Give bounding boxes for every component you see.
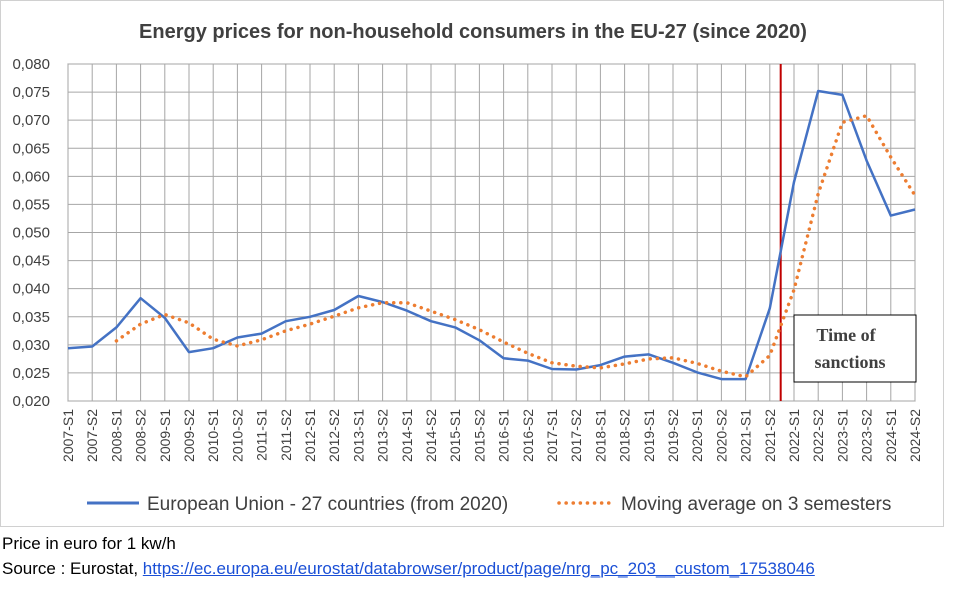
y-tick-label: 0,080 [12, 56, 50, 73]
y-axis-ticks: 0,020 0,025 0,030 0,035 0,040 0,045 0,050 0,055… [12, 56, 50, 410]
x-tick-label: 2008-S1 [108, 409, 124, 462]
x-tick-label: 2012-S2 [326, 409, 342, 462]
x-tick-label: 2014-S1 [399, 409, 415, 462]
x-tick-label: 2011-S2 [278, 409, 294, 461]
y-tick-label: 0,045 [12, 253, 50, 270]
x-tick-label: 2017-S2 [568, 409, 584, 462]
x-axis-ticks: 2007-S1 2007-S2 2008-S1 2008-S2 2009-S1 2009-… [60, 409, 923, 462]
annotation-line-1: Time of [816, 325, 876, 345]
x-tick-label: 2009-S1 [157, 409, 173, 462]
y-tick-label: 0,040 [12, 281, 50, 298]
x-tick-label: 2020-S1 [689, 409, 705, 462]
x-tick-label: 2010-S1 [205, 409, 221, 462]
source-prefix: Source : Eurostat, [2, 559, 143, 578]
x-tick-label: 2015-S2 [471, 409, 487, 462]
x-tick-label: 2018-S2 [617, 409, 633, 462]
x-tick-label: 2021-S1 [738, 409, 754, 462]
legend: European Union - 27 countries (from 2020… [87, 494, 891, 515]
y-tick-label: 0,060 [12, 168, 50, 185]
x-tick-label: 2011-S1 [254, 409, 270, 461]
x-tick-label: 2007-S2 [84, 409, 100, 462]
x-tick-label: 2014-S2 [423, 409, 439, 462]
y-tick-label: 0,020 [12, 393, 50, 410]
x-tick-label: 2010-S2 [229, 409, 245, 462]
annotation-box [793, 314, 917, 383]
series-line-1 [67, 89, 916, 381]
x-tick-label: 2013-S1 [350, 409, 366, 462]
x-tick-label: 2023-S1 [834, 409, 850, 462]
x-tick-label: 2024-S1 [883, 409, 899, 462]
y-tick-label: 0,075 [12, 84, 50, 101]
y-tick-label: 0,025 [12, 365, 50, 382]
x-tick-label: 2017-S1 [544, 409, 560, 462]
legend-label-series-2: Moving average on 3 semesters [621, 494, 891, 515]
y-tick-label: 0,070 [12, 112, 50, 129]
footer-source: Source : Eurostat, https://ec.europa.eu/… [2, 559, 815, 579]
x-tick-label: 2009-S2 [181, 409, 197, 462]
x-tick-label: 2024-S2 [907, 409, 923, 462]
x-tick-label: 2012-S1 [302, 409, 318, 462]
y-tick-label: 0,065 [12, 140, 50, 157]
source-link[interactable]: https://ec.europa.eu/eurostat/databrowse… [142, 559, 815, 578]
x-tick-label: 2022-S2 [810, 409, 826, 462]
sanctions-annotation: Time of sanctions [793, 314, 917, 383]
x-tick-label: 2013-S2 [375, 409, 391, 462]
annotation-line-2: sanctions [814, 352, 885, 372]
gridlines [67, 63, 916, 402]
line-chart: Energy prices for non-household consumer… [12, 21, 923, 515]
x-tick-label: 2015-S1 [447, 409, 463, 462]
x-tick-label: 2008-S2 [133, 409, 149, 462]
chart-title: Energy prices for non-household consumer… [139, 21, 807, 43]
x-tick-label: 2021-S2 [762, 409, 778, 462]
legend-label-series-1: European Union - 27 countries (from 2020… [147, 494, 508, 515]
chart-frame: Energy prices for non-household consumer… [0, 0, 944, 527]
x-tick-label: 2016-S2 [520, 409, 536, 462]
x-tick-label: 2016-S1 [496, 409, 512, 462]
y-tick-label: 0,030 [12, 337, 50, 354]
x-tick-label: 2007-S1 [60, 409, 76, 462]
y-tick-label: 0,050 [12, 225, 50, 242]
footer-note: Price in euro for 1 kw/h [2, 534, 176, 553]
x-tick-label: 2022-S1 [786, 409, 802, 462]
x-tick-label: 2019-S1 [641, 409, 657, 462]
x-tick-label: 2019-S2 [665, 409, 681, 462]
series-lines [67, 89, 917, 381]
y-tick-label: 0,035 [12, 309, 50, 326]
x-tick-label: 2020-S2 [713, 409, 729, 462]
x-tick-label: 2023-S2 [859, 409, 875, 462]
x-tick-label: 2018-S1 [592, 409, 608, 462]
series-line-2 [114, 113, 917, 379]
y-tick-label: 0,055 [12, 196, 50, 213]
